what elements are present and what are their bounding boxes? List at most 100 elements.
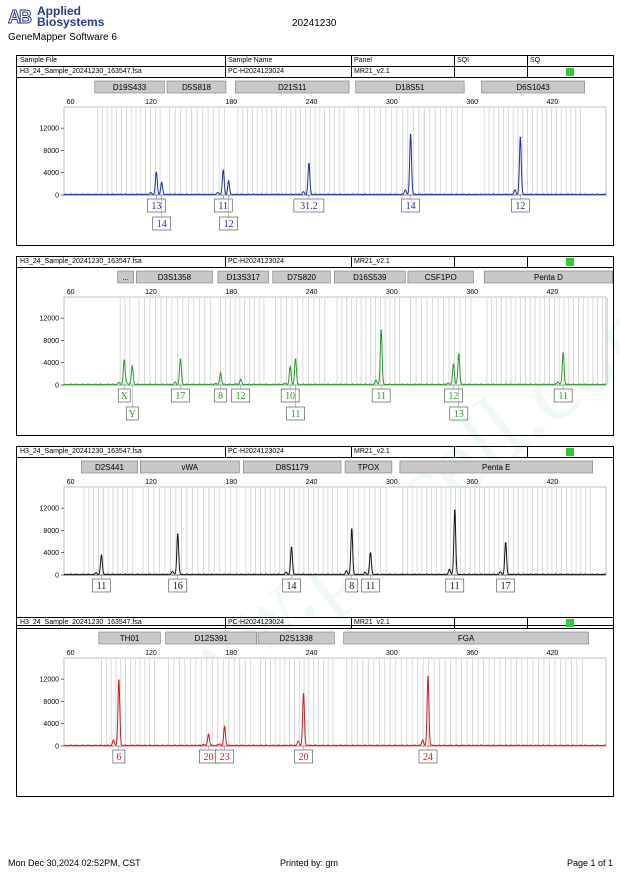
peak-point bbox=[227, 180, 230, 183]
marker-bar bbox=[217, 270, 270, 284]
x-tick-label: 300 bbox=[386, 99, 398, 106]
panel-info-row: H3_24_Sample_20241230_163547.fsa PC-H2024… bbox=[17, 618, 613, 629]
allele-box bbox=[214, 388, 227, 403]
allele-call: 17 bbox=[171, 385, 190, 403]
allele-call: 14 bbox=[282, 575, 301, 593]
peak-point bbox=[100, 555, 103, 557]
logo-mark: AB bbox=[8, 7, 33, 28]
allele-box bbox=[213, 198, 233, 213]
allele-call: 12 bbox=[511, 195, 530, 213]
panel-panel: MR21_v2.1 bbox=[354, 258, 390, 265]
allele-label: 12 bbox=[236, 391, 246, 402]
allele-label: 17 bbox=[501, 581, 511, 592]
marker-label: D2S1338 bbox=[280, 634, 314, 643]
allele-label: 14 bbox=[287, 581, 297, 592]
allele-call: 8 bbox=[345, 575, 359, 593]
allele-label: 20 bbox=[204, 752, 214, 763]
y-tick-label: 4000 bbox=[43, 170, 59, 177]
peak-point bbox=[239, 379, 242, 381]
allele-box bbox=[418, 749, 438, 764]
peak-point bbox=[350, 528, 353, 531]
peak-point bbox=[519, 136, 522, 139]
marker-vwa: vWA bbox=[139, 460, 240, 474]
marker-d3s1358: D3S1358 bbox=[135, 270, 213, 284]
allele-label: 12 bbox=[224, 219, 234, 230]
x-tick-label: 180 bbox=[225, 289, 237, 296]
marker-bar bbox=[257, 631, 335, 645]
allele-call: 12 bbox=[444, 385, 463, 403]
allele-box bbox=[444, 388, 463, 403]
allele-box bbox=[280, 388, 300, 403]
marker-d13s317: D13S317 bbox=[217, 270, 270, 284]
x-tick-label: 300 bbox=[386, 289, 398, 296]
marker-label: D13S317 bbox=[227, 273, 261, 282]
allele-box bbox=[171, 388, 190, 403]
allele-bins bbox=[83, 488, 591, 575]
allele-box bbox=[215, 749, 234, 764]
marker-tpox: TPOX bbox=[344, 460, 393, 474]
panel-green: H3_24_Sample_20241230_163547.fsa PC-H2024… bbox=[16, 256, 614, 436]
marker-bar bbox=[355, 80, 465, 94]
panel-panel: MR21_v2.1 bbox=[354, 68, 390, 75]
marker-d2s441: D2S441 bbox=[81, 460, 138, 474]
panel-red: H3_24_Sample_20241230_163547.fsa PC-H2024… bbox=[16, 617, 614, 797]
peak-point bbox=[123, 359, 126, 362]
electropherogram-black: D2S441 vWA D8S1179 TPOX Penta E 60 120 180 240 30… bbox=[40, 460, 607, 593]
panel-info-row: H3_24_Sample_20241230_163547.fsa PC-H2024… bbox=[17, 447, 613, 458]
allele-call: 16 bbox=[168, 575, 188, 593]
marker-d8s1179: D8S1179 bbox=[243, 460, 342, 474]
peak-point bbox=[380, 329, 382, 332]
col-sample-name: Sample Name bbox=[228, 57, 273, 64]
applied-biosystems-logo: AB Applied Biosystems bbox=[8, 5, 118, 29]
allele-call: 11 bbox=[371, 385, 391, 403]
allele-label: 8 bbox=[218, 391, 223, 402]
peak-point bbox=[219, 372, 222, 375]
allele-label: 6 bbox=[116, 752, 121, 763]
marker-bar bbox=[165, 631, 258, 645]
x-tick-label: 60 bbox=[67, 99, 75, 106]
x-tick-label: 360 bbox=[466, 479, 478, 486]
y-tick-label: 4000 bbox=[43, 721, 59, 728]
allele-call: 11 bbox=[361, 575, 380, 593]
peak-point bbox=[155, 172, 158, 175]
x-tick-label: 420 bbox=[547, 289, 559, 296]
col-sqi: SQI bbox=[457, 57, 470, 64]
panel-info-row: H3_24_Sample_20241230_163547.fsa PC-H2024… bbox=[17, 257, 613, 268]
panel-sample-file: H3_24_Sample_20241230_163547.fsa bbox=[20, 448, 142, 455]
allele-call: 11 bbox=[213, 195, 233, 213]
y-tick-label: 0 bbox=[55, 744, 59, 751]
peak-point bbox=[207, 734, 210, 736]
trace-black bbox=[63, 509, 607, 576]
x-tick-label: 180 bbox=[225, 99, 237, 106]
marker-csf1po: CSF1PO bbox=[407, 270, 474, 284]
allele-call: 13 bbox=[147, 195, 166, 213]
marker-bar bbox=[135, 270, 213, 284]
allele-label: 12 bbox=[448, 391, 458, 402]
allele-box bbox=[496, 578, 515, 593]
allele-label: 17 bbox=[175, 391, 185, 402]
allele-box bbox=[282, 578, 301, 593]
allele-call: 14 bbox=[401, 195, 420, 213]
x-tick-label: 360 bbox=[466, 650, 478, 657]
allele-call: 13 bbox=[449, 385, 469, 421]
footer-printed-by: Printed by: gm bbox=[280, 858, 339, 868]
allele-box bbox=[294, 749, 313, 764]
marker-d21s11: D21S11 bbox=[234, 80, 350, 94]
allele-call: 11 bbox=[92, 575, 111, 593]
allele-box bbox=[125, 406, 139, 421]
trace-green bbox=[63, 329, 607, 386]
logo-line2: Biosystems bbox=[37, 15, 105, 29]
allele-label: 20 bbox=[299, 752, 309, 763]
allele-call: 31.2 bbox=[293, 195, 325, 213]
plot-frame bbox=[63, 486, 607, 576]
y-tick-label: 8000 bbox=[43, 338, 59, 345]
allele-box bbox=[147, 198, 166, 213]
marker-d6s1043: D6S1043 bbox=[481, 80, 585, 94]
allele-call: 6 bbox=[112, 746, 126, 764]
electropherogram-green: ... D3S1358 D13S317 D7S820 D16S539 CSF1PO Pent… bbox=[40, 270, 613, 421]
marker-label: D5S818 bbox=[182, 83, 211, 92]
marker-label: CSF1PO bbox=[425, 273, 457, 282]
marker-bar bbox=[98, 631, 161, 645]
y-tick-label: 8000 bbox=[43, 699, 59, 706]
col-sample-file: Sample File bbox=[20, 57, 57, 64]
